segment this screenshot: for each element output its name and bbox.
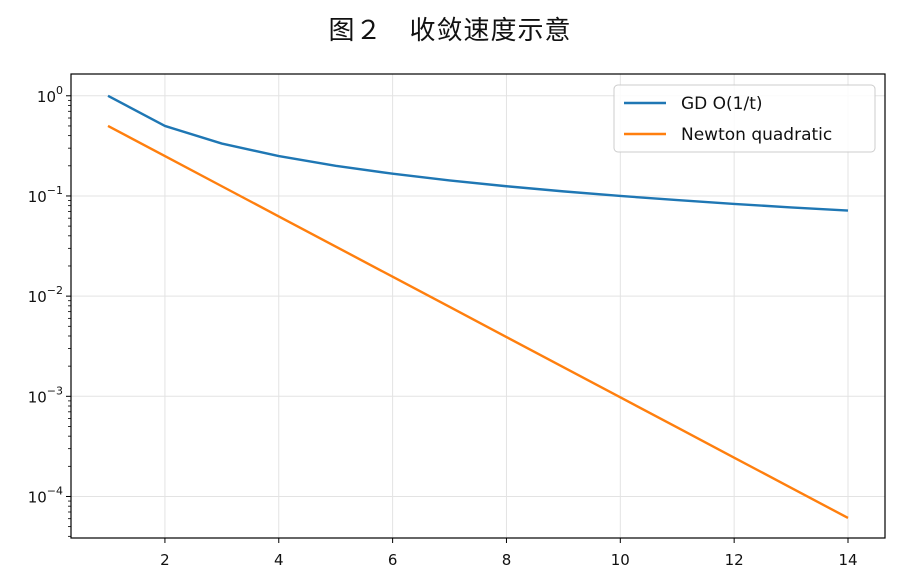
- y-tick-label: 10−3: [28, 384, 63, 406]
- x-tick-label: 4: [274, 551, 284, 569]
- y-tick-label: 10−4: [28, 484, 63, 506]
- legend-label-2: Newton quadratic: [681, 125, 832, 145]
- y-tick-label: 100: [37, 84, 63, 106]
- chart-title: 图２ 收敛速度示意: [328, 16, 572, 46]
- legend: GD O(1/t) Newton quadratic: [613, 84, 876, 153]
- x-tick-label: 6: [388, 551, 398, 569]
- legend-box: [613, 84, 876, 153]
- x-tick-label: 10: [611, 551, 630, 569]
- x-tick-label: 2: [160, 551, 170, 569]
- grid: [71, 74, 885, 538]
- x-tick-label: 8: [502, 551, 512, 569]
- legend-label-1: GD O(1/t): [681, 94, 763, 114]
- x-tick-label: 14: [838, 551, 857, 569]
- y-tick-label: 10−1: [28, 184, 63, 206]
- series-line-2: [107, 124, 849, 520]
- y-tick-label: 10−2: [28, 284, 63, 306]
- series-line-1: [107, 94, 849, 212]
- x-tick-label: 12: [725, 551, 744, 569]
